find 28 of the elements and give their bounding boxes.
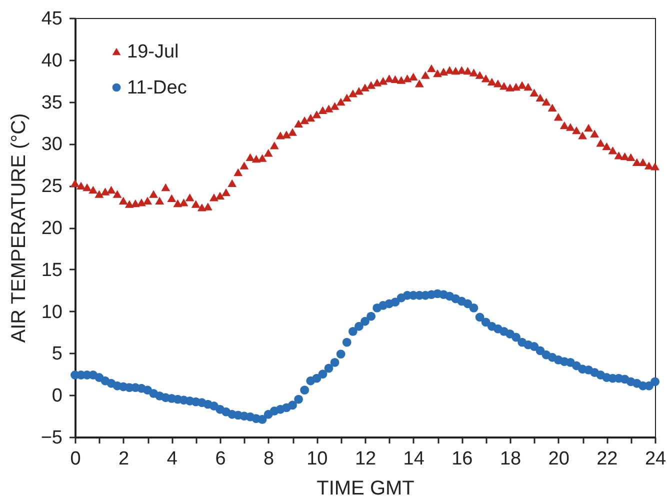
x-tick-label: 18 [500,448,522,470]
x-tick-label: 10 [306,448,328,470]
legend-label: 19-Jul [127,42,179,62]
y-tick-label: 35 [41,92,62,114]
x-tick-label: 4 [166,448,178,470]
y-tick-label: 25 [41,176,62,198]
x-tick-label: 8 [264,448,274,470]
x-tick-label: 22 [596,448,618,470]
x-tick-label: 6 [215,448,226,470]
y-tick-label: −5 [40,428,62,448]
x-tick-label: 0 [70,448,81,470]
y-tick-label: 5 [52,344,62,365]
x-tick-label: 2 [118,448,130,470]
y-tick-label: 45 [41,8,62,30]
x-tick-label: 12 [354,448,376,470]
y-tick-label: 15 [41,260,62,281]
x-tick-label: 24 [644,448,666,470]
x-tick-label: 16 [452,448,473,470]
y-tick-label: 20 [41,218,62,239]
legend-label: 11-Dec [127,78,187,98]
y-tick-label: 40 [41,50,62,72]
y-axis-title: AIR TEMPERATURE (°C) [8,113,30,343]
y-tick-label: 30 [41,134,62,156]
x-axis-title: TIME GMT [316,478,414,499]
x-tick-label: 14 [403,448,425,470]
x-tick-label: 20 [548,448,570,470]
y-tick-label: 0 [52,386,62,407]
y-tick-label: 10 [41,302,62,323]
